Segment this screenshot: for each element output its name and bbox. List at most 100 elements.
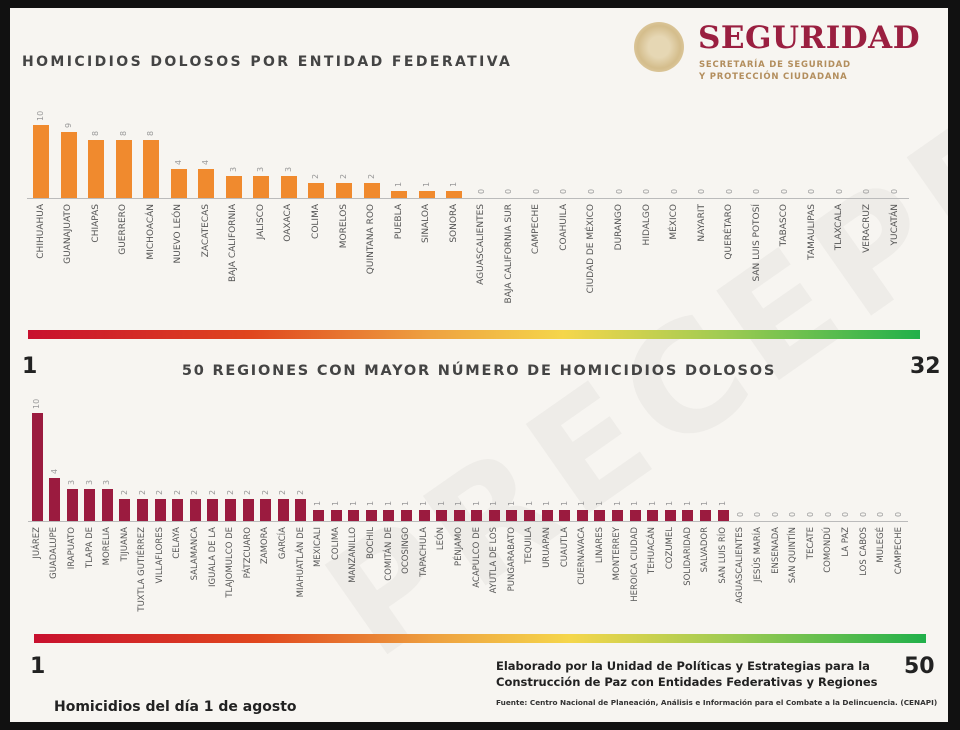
bar: [594, 510, 606, 521]
category-label: MEXICALI: [313, 527, 324, 568]
bar: [629, 510, 641, 521]
category-label: TEQUILA: [524, 527, 535, 564]
states-rank-gradient: [28, 330, 920, 339]
bar: [31, 413, 43, 521]
bar: [471, 510, 483, 521]
bar: [295, 499, 307, 521]
x-axis: [28, 521, 908, 522]
data-label: 1: [612, 501, 622, 507]
data-label: 0: [806, 511, 816, 517]
bar: [383, 510, 395, 521]
bar: [647, 510, 659, 521]
bar: [119, 499, 131, 521]
category-label: HEROICA CIUDAD: [629, 527, 640, 602]
data-label: 2: [137, 490, 147, 496]
bar: [170, 168, 187, 198]
category-label: PÉNJAMO: [453, 527, 464, 567]
states-scale-end: 32: [910, 354, 941, 379]
category-label: AGUASCALIENTES: [735, 527, 746, 604]
data-label: 2: [190, 490, 200, 496]
category-label: MIAHUATLÁN DE: [295, 527, 306, 598]
bar: [84, 488, 96, 521]
data-label: 0: [841, 511, 851, 517]
data-label: 0: [823, 511, 833, 517]
bar: [225, 499, 236, 521]
data-label: 2: [119, 490, 129, 496]
category-label: GARCÍA: [278, 527, 289, 560]
data-label: 3: [67, 479, 77, 485]
bar: [365, 510, 377, 521]
category-label: SOLIDARIDAD: [682, 527, 693, 586]
regions-scale-start: 1: [30, 654, 46, 679]
category-label: COMONDÚ: [823, 527, 834, 573]
category-label: COMITÁN DE: [383, 527, 394, 581]
infographic: PRECEPFO HOMICIDIOS DOLOSOS POR ENTIDAD …: [10, 8, 948, 722]
data-label: 1: [665, 501, 675, 507]
data-label: 1: [506, 501, 516, 507]
bar: [717, 510, 729, 521]
data-label: 4: [49, 468, 59, 474]
category-label: CUERNAVACA: [577, 527, 588, 585]
credit-line-1: Elaborado por la Unidad de Políticas y E…: [496, 659, 870, 673]
category-label: PÁTZCUARO: [242, 527, 253, 579]
category-label: MANZANILLO: [348, 527, 359, 583]
category-label: ZAMORA: [260, 527, 271, 565]
data-label: 3: [84, 479, 94, 485]
bar: [576, 510, 588, 521]
data-label: 1: [348, 501, 358, 507]
data-label: 0: [858, 511, 868, 517]
regions-scale-end: 50: [904, 654, 935, 679]
category-label: SALAMANCA: [190, 527, 201, 581]
data-label: 1: [700, 501, 710, 507]
category-label: TEHUACÁN: [647, 527, 658, 574]
category-label: CAMPECHE: [893, 527, 904, 575]
bar: [189, 499, 201, 521]
category-label: LEÓN: [436, 527, 447, 551]
data-label: 1: [542, 501, 552, 507]
bar: [336, 183, 353, 198]
bar: [33, 125, 49, 198]
states-chart-title: HOMICIDIOS DOLOSOS POR ENTIDAD FEDERATIV…: [22, 54, 513, 70]
category-label: SAN QUINTÍN: [788, 527, 799, 584]
bar: [363, 183, 380, 198]
data-label: 2: [243, 490, 253, 496]
data-label: 1: [454, 501, 464, 507]
data-label: 2: [295, 490, 305, 496]
category-label: COLIMA: [330, 527, 341, 561]
bar: [418, 510, 430, 521]
bar: [418, 190, 435, 198]
category-label: LINARES: [594, 527, 605, 564]
data-label: 1: [401, 501, 411, 507]
data-label: 2: [207, 490, 217, 496]
data-label: 1: [647, 501, 657, 507]
data-label: 2: [278, 490, 288, 496]
national-seal-icon: [634, 22, 684, 72]
category-label: TECATE: [805, 527, 816, 560]
bar: [225, 176, 242, 198]
data-label: 1: [366, 501, 376, 507]
data-label: 1: [489, 501, 499, 507]
bar: [348, 510, 360, 521]
category-label: OCOSINGO: [401, 527, 412, 574]
bar: [172, 499, 184, 521]
category-label: MONTERREY: [612, 527, 623, 581]
bar: [699, 510, 711, 521]
category-label: CUAUTLA: [559, 527, 570, 568]
data-label: 1: [559, 501, 569, 507]
data-label: 0: [788, 511, 798, 517]
category-label: LOS CABOS: [858, 527, 869, 576]
data-label: 0: [770, 511, 780, 517]
bar: [559, 510, 571, 521]
category-label: IGUALA DE LA: [207, 527, 218, 587]
data-label: 1: [331, 501, 341, 507]
category-label: JESÚS MARÍA: [753, 527, 763, 582]
bar: [524, 510, 536, 521]
data-label: 0: [876, 511, 886, 517]
data-label: 1: [718, 501, 728, 507]
category-label: TIJUANA: [119, 527, 130, 562]
bar: [541, 510, 553, 521]
category-label: IRAPUATO: [66, 527, 77, 570]
bar: [143, 139, 160, 198]
bar: [242, 499, 254, 521]
data-label: 0: [735, 511, 745, 517]
